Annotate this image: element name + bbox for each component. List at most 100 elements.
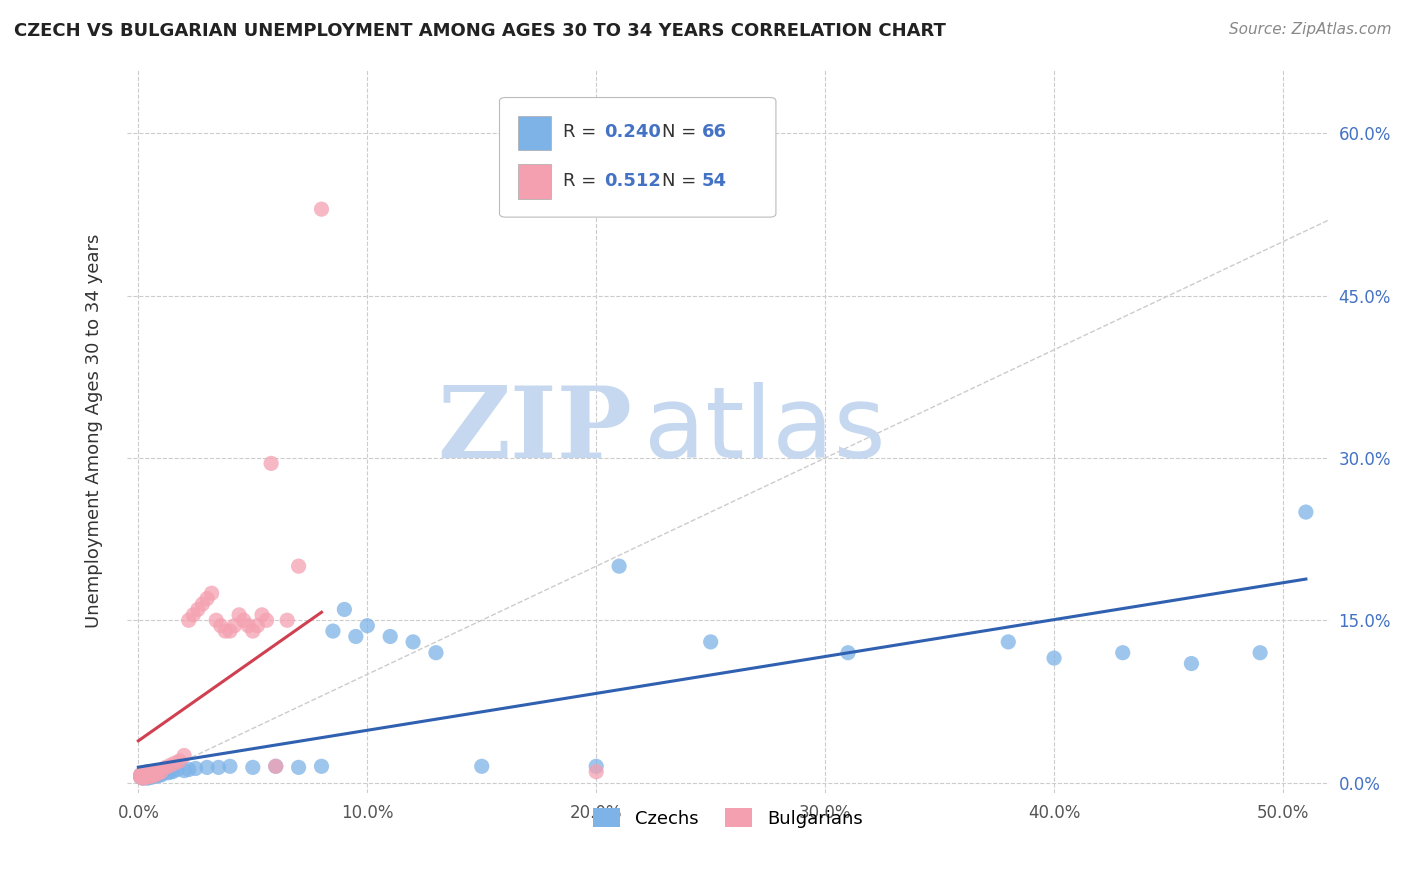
Point: [136, 768, 159, 782]
Point: [129, 768, 152, 782]
Point: [145, 764, 167, 779]
Point: [242, 760, 264, 774]
Point: [181, 607, 204, 622]
Point: [143, 768, 166, 782]
Point: [134, 767, 156, 781]
Text: Source: ZipAtlas.com: Source: ZipAtlas.com: [1229, 22, 1392, 37]
Point: [141, 767, 163, 781]
Point: [150, 764, 173, 778]
Point: [585, 759, 607, 773]
Point: [157, 765, 180, 780]
Point: [264, 759, 287, 773]
Point: [129, 769, 152, 783]
Point: [129, 768, 152, 782]
Point: [155, 760, 177, 774]
Point: [132, 771, 155, 785]
Point: [159, 764, 181, 779]
Point: [169, 754, 191, 768]
Point: [250, 607, 273, 622]
Point: [471, 759, 494, 773]
Point: [184, 762, 207, 776]
Point: [344, 630, 367, 644]
Point: [129, 770, 152, 784]
Point: [134, 769, 156, 783]
Point: [134, 770, 156, 784]
Point: [143, 765, 166, 780]
Point: [148, 768, 170, 782]
Text: ZIP: ZIP: [437, 383, 631, 479]
Point: [134, 768, 156, 782]
Point: [141, 769, 163, 783]
Point: [139, 765, 162, 780]
Point: [699, 635, 721, 649]
Point: [187, 602, 209, 616]
Point: [162, 764, 184, 779]
Point: [139, 767, 162, 781]
Point: [311, 759, 333, 773]
Point: [163, 756, 186, 770]
Point: [195, 760, 218, 774]
Point: [141, 767, 163, 781]
Point: [148, 765, 170, 780]
Point: [132, 770, 155, 784]
Point: [195, 591, 218, 606]
FancyBboxPatch shape: [517, 116, 551, 151]
Point: [132, 771, 155, 785]
Text: N =: N =: [662, 122, 702, 141]
Point: [585, 764, 607, 779]
Point: [232, 613, 254, 627]
Point: [997, 635, 1019, 649]
Point: [159, 758, 181, 772]
Point: [134, 770, 156, 784]
Point: [143, 769, 166, 783]
Point: [246, 618, 269, 632]
Point: [150, 768, 173, 782]
Point: [256, 613, 278, 627]
Point: [136, 767, 159, 781]
Point: [402, 635, 425, 649]
Point: [150, 764, 173, 779]
Text: 0.512: 0.512: [605, 172, 661, 190]
Text: 0.240: 0.240: [605, 122, 661, 141]
Point: [380, 630, 402, 644]
Point: [129, 769, 152, 783]
Point: [141, 770, 163, 784]
Point: [155, 764, 177, 779]
Point: [219, 624, 242, 638]
Text: N =: N =: [662, 172, 702, 190]
Point: [139, 769, 162, 783]
Y-axis label: Unemployment Among Ages 30 to 34 years: Unemployment Among Ages 30 to 34 years: [86, 234, 103, 628]
FancyBboxPatch shape: [517, 164, 551, 199]
Point: [177, 613, 200, 627]
FancyBboxPatch shape: [499, 97, 776, 217]
Point: [148, 764, 170, 779]
Point: [191, 597, 214, 611]
Point: [311, 202, 333, 216]
Point: [145, 769, 167, 783]
Point: [134, 767, 156, 781]
Point: [224, 618, 246, 632]
Point: [136, 769, 159, 783]
Point: [1295, 505, 1317, 519]
Point: [837, 646, 859, 660]
Point: [214, 624, 236, 638]
Point: [238, 618, 260, 632]
Point: [132, 768, 155, 782]
Point: [132, 767, 155, 781]
Point: [139, 769, 162, 783]
Point: [260, 456, 283, 470]
Point: [425, 646, 447, 660]
Text: 66: 66: [702, 122, 727, 141]
Point: [322, 624, 344, 638]
Point: [132, 770, 155, 784]
Point: [136, 770, 159, 784]
Point: [136, 768, 159, 782]
Point: [207, 760, 229, 774]
Point: [136, 770, 159, 784]
Point: [134, 768, 156, 782]
Point: [134, 769, 156, 783]
Point: [287, 760, 309, 774]
Point: [136, 764, 159, 779]
Point: [145, 765, 167, 780]
Text: R =: R =: [564, 172, 607, 190]
